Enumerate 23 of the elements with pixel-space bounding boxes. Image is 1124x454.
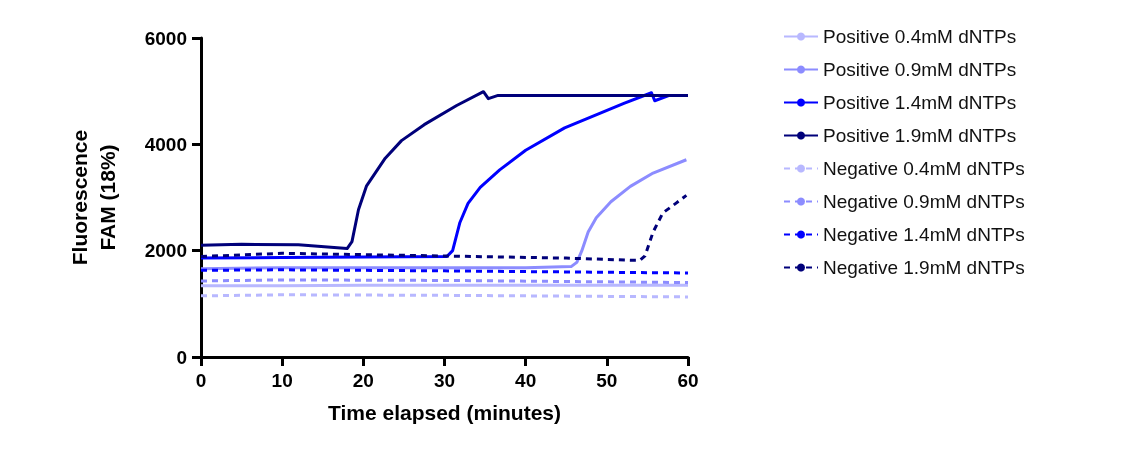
y-tick-label: 4000: [144, 133, 187, 155]
x-axis-title: Time elapsed (minutes): [327, 401, 562, 424]
y-tick-label: 2000: [144, 240, 187, 262]
x-tick-label: 20: [352, 370, 374, 391]
legend-label: Negative 1.9mM dNTPs: [823, 257, 1025, 278]
x-tick-label: 10: [271, 370, 293, 391]
y-tick-label: 6000: [144, 27, 187, 49]
y-axis-title: Fluorescence FAM (18%): [67, 129, 119, 266]
x-tick-label: 0: [195, 370, 207, 391]
legend-label: Positive 1.4mM dNTPs: [823, 92, 1017, 113]
x-tick-label: 30: [433, 370, 456, 391]
y-tick-label: 0: [176, 346, 187, 368]
line-series: [199, 193, 688, 262]
legend-label: Negative 0.9mM dNTPs: [823, 191, 1025, 212]
legend-label: Negative 1.4mM dNTPs: [823, 224, 1025, 245]
legend-label: Positive 0.4mM dNTPs: [823, 26, 1017, 47]
legend-label: Positive 1.9mM dNTPs: [823, 125, 1017, 146]
line-series: [199, 158, 688, 271]
legend-label: Positive 0.9mM dNTPs: [823, 59, 1017, 80]
legend-label: Negative 0.4mM dNTPs: [823, 158, 1025, 179]
x-tick-label: 40: [515, 370, 537, 391]
x-tick-label: 60: [677, 370, 699, 391]
x-tick-label: 50: [596, 370, 618, 391]
